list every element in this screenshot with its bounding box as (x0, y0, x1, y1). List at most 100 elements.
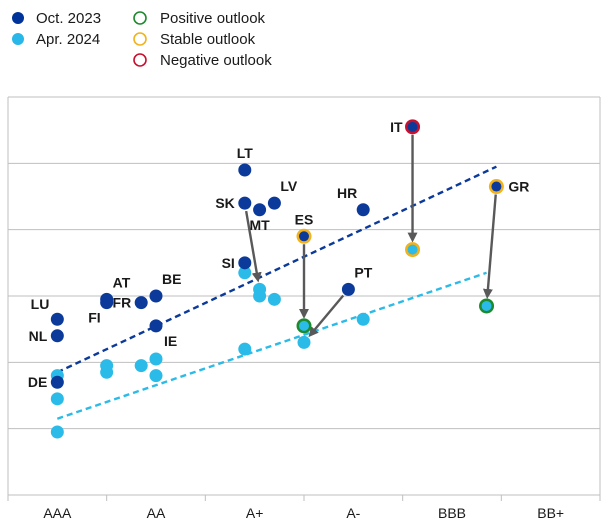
point-oct-2023-mt (253, 203, 267, 217)
point-label-mt: MT (249, 217, 270, 233)
point-marker (481, 300, 492, 311)
legend-label-oct-2023: Oct. 2023 (36, 10, 101, 27)
point-marker (238, 266, 252, 280)
point-oct-2023-be (149, 289, 163, 303)
point-marker (238, 342, 252, 356)
x-tick-label-bbb: BBB (438, 505, 466, 521)
point-label-lv: LV (280, 178, 298, 194)
point-oct-2023-si (238, 256, 252, 270)
point-apr-2024 (267, 292, 281, 306)
point-marker (356, 203, 370, 217)
legend-label-negative-outlook: Negative outlook (160, 52, 272, 69)
point-apr-2024 (50, 392, 64, 406)
point-oct-2023-lv (267, 196, 281, 210)
point-oct-2023-nl (50, 329, 64, 343)
point-oct-2023-lt (238, 163, 252, 177)
point-label-it: IT (390, 119, 403, 135)
x-tick-label-aaa: AAA (43, 505, 72, 521)
legend: Oct. 2023 Apr. 2024 Positive outlook Stable… (12, 10, 272, 69)
point-apr-2024 (50, 425, 64, 439)
legend-marker-stable-outlook (133, 32, 147, 46)
point-marker (341, 282, 355, 296)
point-marker (299, 231, 309, 242)
x-tick-label-aa: AA (147, 505, 166, 521)
point-marker (149, 289, 163, 303)
point-marker (407, 121, 418, 132)
point-marker (491, 181, 502, 192)
point-marker (267, 292, 281, 306)
trendline-apr-2024 (56, 271, 487, 420)
point-marker (149, 319, 163, 333)
point-oct-2023-es (296, 228, 312, 244)
point-apr-2024 (100, 365, 114, 379)
point-marker (100, 365, 114, 379)
point-oct-2023-pt (341, 282, 355, 296)
point-marker (134, 296, 148, 310)
legend-label-positive-outlook: Positive outlook (160, 10, 266, 27)
point-marker (149, 369, 163, 383)
point-label-nl: NL (29, 328, 48, 344)
legend-label-stable-outlook: Stable outlook (160, 31, 256, 48)
change-arrow (482, 194, 497, 299)
x-tick-label-bb: BB+ (537, 505, 564, 521)
point-marker (238, 256, 252, 270)
point-marker (238, 196, 252, 210)
point-marker (299, 320, 309, 331)
point-oct-2023-ie (149, 319, 163, 333)
point-label-lt: LT (237, 145, 254, 161)
point-apr-2024 (405, 242, 421, 258)
point-oct-2023-sk (238, 196, 252, 210)
point-marker (50, 312, 64, 326)
point-label-at: AT (113, 274, 131, 290)
change-arrow (308, 294, 345, 338)
point-apr-2024 (238, 342, 252, 356)
point-marker (149, 352, 163, 366)
point-apr-2024 (149, 352, 163, 366)
arrows (244, 134, 497, 338)
trendline-oct-2023 (56, 165, 497, 374)
point-oct-2023-fi (100, 296, 114, 310)
point-marker (50, 375, 64, 389)
point-label-es: ES (295, 211, 314, 227)
data-points (50, 119, 504, 439)
point-apr-2024 (296, 318, 312, 334)
point-apr-2024 (297, 335, 311, 349)
point-marker (50, 425, 64, 439)
point-label-hr: HR (337, 185, 357, 201)
point-marker (253, 289, 267, 303)
point-label-gr: GR (508, 179, 529, 195)
point-label-si: SI (222, 255, 235, 271)
point-marker (356, 312, 370, 326)
point-label-pt: PT (354, 264, 372, 280)
point-apr-2024 (479, 298, 495, 314)
trendlines (56, 165, 497, 420)
point-oct-2023-it (405, 119, 421, 135)
point-label-de: DE (28, 374, 47, 390)
point-oct-2023-gr (488, 179, 504, 195)
legend-label-apr-2024: Apr. 2024 (36, 31, 100, 48)
point-marker (50, 329, 64, 343)
point-oct-2023-fr (134, 296, 148, 310)
point-apr-2024 (134, 359, 148, 373)
point-label-ie: IE (164, 333, 177, 349)
point-marker (238, 163, 252, 177)
legend-marker-oct-2023 (12, 12, 24, 24)
point-label-fi: FI (88, 310, 100, 326)
point-oct-2023-de (50, 375, 64, 389)
point-label-be: BE (162, 271, 181, 287)
point-labels: LU NL DE AT FI BE FR IE LT SK LV MT SI PT HR ES IT GR (28, 119, 530, 390)
point-apr-2024 (149, 369, 163, 383)
legend-marker-positive-outlook (133, 11, 147, 25)
point-label-lu: LU (31, 296, 50, 312)
x-tick-label-a: A- (346, 505, 360, 521)
point-marker (297, 335, 311, 349)
point-marker (407, 244, 418, 255)
point-marker (134, 359, 148, 373)
point-label-fr: FR (113, 295, 132, 311)
change-arrow (244, 210, 262, 283)
point-marker (267, 196, 281, 210)
point-apr-2024 (356, 312, 370, 326)
point-marker (50, 392, 64, 406)
x-axis-ticks: AAA AA A+ A- BBB BB+ (43, 505, 564, 521)
